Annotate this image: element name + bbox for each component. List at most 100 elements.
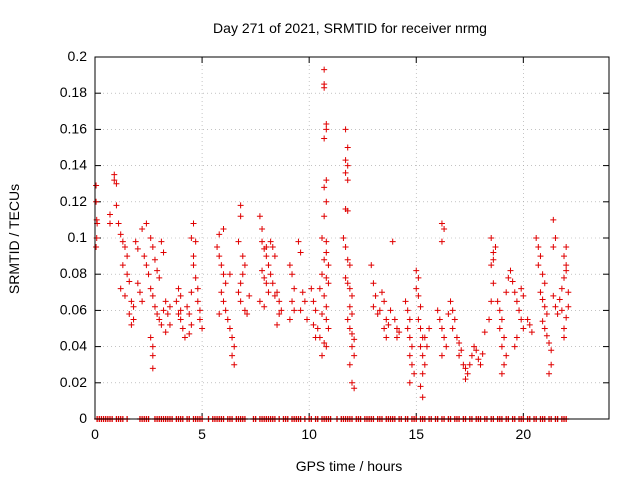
data-point <box>447 298 454 305</box>
data-point <box>241 262 248 269</box>
data-point <box>419 352 426 359</box>
data-point <box>456 352 463 359</box>
data-point <box>415 316 422 323</box>
data-point <box>147 285 154 292</box>
data-point <box>188 321 195 328</box>
data-point <box>130 303 137 310</box>
data-point <box>511 289 518 296</box>
data-point <box>370 280 377 287</box>
data-point <box>162 329 169 336</box>
data-point <box>297 307 304 314</box>
data-point <box>490 249 497 256</box>
data-point <box>218 262 225 269</box>
data-point <box>546 370 553 377</box>
data-point <box>344 177 351 184</box>
data-point <box>351 352 358 359</box>
data-point <box>413 267 420 274</box>
data-point <box>160 249 167 256</box>
data-point <box>263 244 270 251</box>
data-point <box>436 316 443 323</box>
y-tick-label: 0.14 <box>60 157 87 173</box>
data-point <box>175 285 182 292</box>
data-point <box>498 343 505 350</box>
data-point <box>149 352 156 359</box>
data-point <box>323 303 330 310</box>
data-point <box>224 316 231 323</box>
data-point <box>344 316 351 323</box>
data-point <box>192 238 199 245</box>
data-point <box>220 298 227 305</box>
data-point <box>220 271 227 278</box>
y-tick-label: 0.1 <box>68 229 88 245</box>
data-point <box>563 267 570 274</box>
data-point <box>319 235 326 241</box>
data-point <box>468 352 475 359</box>
data-point <box>393 334 400 341</box>
data-point <box>130 316 137 323</box>
data-point <box>274 289 281 296</box>
data-point <box>319 271 326 278</box>
data-point <box>314 325 321 332</box>
data-point <box>325 262 332 269</box>
data-point <box>267 271 274 278</box>
data-point <box>186 311 193 318</box>
data-point <box>344 256 351 263</box>
data-point <box>291 307 298 314</box>
data-point <box>445 311 452 318</box>
data-point <box>449 307 456 314</box>
data-point <box>496 325 503 332</box>
data-point <box>541 280 548 287</box>
data-point <box>214 244 221 251</box>
data-point <box>229 352 236 359</box>
data-point <box>554 311 561 318</box>
plot-frame <box>94 56 610 420</box>
data-point <box>184 303 191 310</box>
data-point <box>541 303 548 310</box>
data-point <box>256 298 263 305</box>
data-point <box>561 334 568 341</box>
data-point <box>192 274 199 281</box>
data-point <box>492 244 499 251</box>
data-point <box>376 307 383 314</box>
data-point <box>391 316 398 323</box>
data-point <box>321 256 328 263</box>
y-tick-label: 0.02 <box>60 374 87 390</box>
data-point <box>323 249 330 256</box>
data-point <box>237 280 244 287</box>
data-point <box>145 271 152 278</box>
data-point <box>175 311 182 318</box>
data-point <box>372 292 379 299</box>
data-point <box>565 289 572 296</box>
data-point <box>449 325 456 332</box>
data-point <box>518 285 525 292</box>
data-point <box>383 316 390 323</box>
data-point <box>196 307 203 314</box>
data-point <box>323 177 330 184</box>
data-point <box>323 316 330 323</box>
data-point <box>323 120 330 127</box>
data-point <box>106 220 113 227</box>
data-point <box>271 292 278 299</box>
data-point <box>162 298 169 305</box>
data-point <box>173 298 180 305</box>
data-point <box>218 289 225 296</box>
data-point <box>503 352 510 359</box>
data-point <box>460 361 467 368</box>
y-tick-label: 0 <box>79 410 87 426</box>
data-point <box>239 253 246 260</box>
data-point <box>139 298 146 305</box>
x-axis-label: GPS time / hours <box>296 458 403 474</box>
data-point <box>136 289 143 296</box>
data-point <box>295 238 302 245</box>
axis-ticks: 0 0.02 0.04 0.06 0.08 0.1 0.12 0.14 0.16 0.18 0.2 0… <box>60 48 609 442</box>
data-point <box>344 280 351 287</box>
data-point <box>408 343 415 350</box>
data-point <box>438 220 445 227</box>
data-point <box>526 321 533 328</box>
data-point <box>93 198 100 205</box>
data-point <box>426 325 433 332</box>
data-point <box>261 303 268 310</box>
data-point <box>271 253 278 260</box>
data-point <box>404 307 411 314</box>
